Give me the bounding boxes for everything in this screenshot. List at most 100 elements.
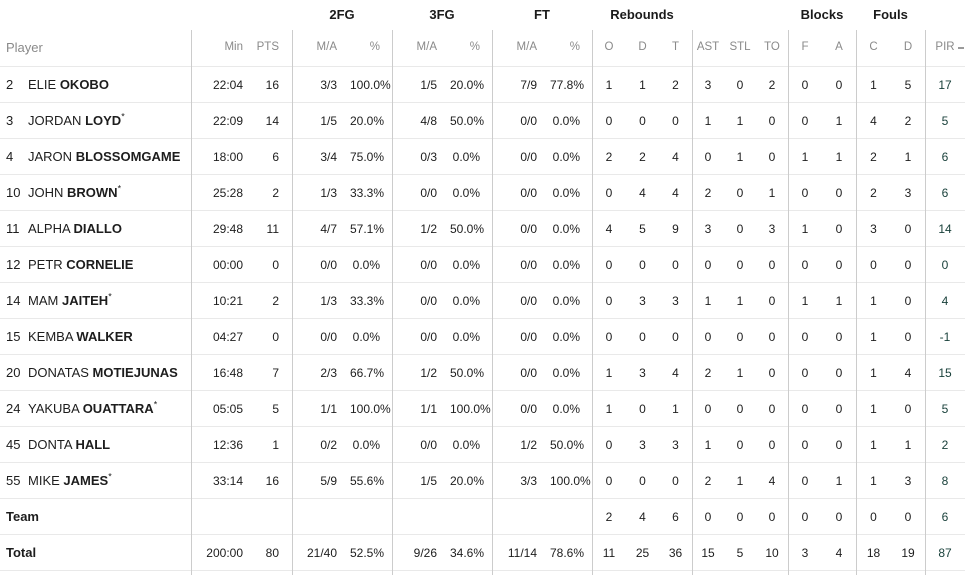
player-first-name: ELIE bbox=[28, 77, 57, 92]
player-last-name: OKOBO bbox=[59, 77, 109, 92]
3fg-made-attempted-cell: 0/0 bbox=[420, 185, 437, 200]
pir-cell: 2 bbox=[941, 437, 949, 452]
header-group-row: 2FG 3FG FT Rebounds Blocks Fouls bbox=[0, 0, 965, 28]
ft-percent-cell: 0.0% bbox=[552, 365, 580, 380]
column-header-fouls-drawn: D bbox=[903, 41, 913, 53]
off-rebounds-cell: 1 bbox=[605, 365, 613, 380]
fouls-drawn-cell: 3 bbox=[904, 185, 912, 200]
turnovers-cell: 0 bbox=[768, 437, 776, 452]
ft-percent-cell: 0.0% bbox=[552, 293, 580, 308]
column-header-ast: AST bbox=[696, 41, 720, 53]
points-cell: 0 bbox=[272, 257, 279, 272]
column-separator bbox=[292, 30, 293, 575]
blocks-favor-cell: 1 bbox=[801, 293, 809, 308]
total-rebounds-cell: 4 bbox=[672, 149, 679, 164]
3fg-made-attempted-cell: 4/8 bbox=[420, 113, 437, 128]
column-header-pir: PIR bbox=[935, 41, 955, 53]
2fg-made-attempted-cell: 1/3 bbox=[320, 293, 337, 308]
fouls-committed-cell: 2 bbox=[870, 185, 877, 200]
3fg-made-attempted-cell: 1/5 bbox=[420, 473, 437, 488]
turnovers-cell: 0 bbox=[768, 509, 776, 524]
player-last-name: Total bbox=[6, 545, 37, 560]
fouls-committed-cell: 4 bbox=[870, 113, 877, 128]
steals-cell: 0 bbox=[736, 401, 744, 416]
starter-asterisk: * bbox=[153, 399, 158, 410]
blocks-against-cell: 0 bbox=[835, 221, 843, 236]
total-rebounds-cell: 2 bbox=[672, 77, 679, 92]
3fg-made-attempted-cell: 0/3 bbox=[420, 149, 437, 164]
fouls-drawn-cell: 0 bbox=[904, 509, 912, 524]
player-cell: 15 KEMBA WALKER bbox=[0, 329, 191, 344]
assists-cell: 0 bbox=[704, 509, 712, 524]
ft-made-attempted-cell: 3/3 bbox=[520, 473, 537, 488]
player-first-name: YAKUBA bbox=[28, 401, 80, 416]
off-rebounds-cell: 1 bbox=[605, 77, 613, 92]
pir-cell: 17 bbox=[938, 77, 952, 92]
def-rebounds-cell: 0 bbox=[639, 401, 646, 416]
player-last-name: BLOSSOMGAME bbox=[75, 149, 181, 164]
off-rebounds-cell: 0 bbox=[605, 257, 613, 272]
2fg-made-attempted-cell: 0/0 bbox=[320, 257, 337, 272]
3fg-made-attempted-cell: 0/0 bbox=[420, 329, 437, 344]
2fg-made-attempted-cell: 1/3 bbox=[320, 185, 337, 200]
3fg-percent-cell: 50.0% bbox=[450, 365, 485, 380]
2fg-made-attempted-cell: 21/40 bbox=[306, 545, 337, 560]
steals-cell: 1 bbox=[736, 113, 744, 128]
ft-made-attempted-cell: 1/2 bbox=[520, 437, 537, 452]
ft-percent-cell: 0.0% bbox=[552, 149, 580, 164]
column-separator bbox=[856, 30, 857, 575]
blocks-favor-cell: 0 bbox=[801, 329, 809, 344]
total-rebounds-cell: 0 bbox=[672, 329, 679, 344]
ft-made-attempted-cell: 0/0 bbox=[520, 293, 537, 308]
def-rebounds-cell: 25 bbox=[635, 545, 650, 560]
total-rebounds-cell: 9 bbox=[672, 221, 679, 236]
total-rebounds-cell: 3 bbox=[672, 293, 679, 308]
player-last-name: MOTIEJUNAS bbox=[92, 365, 178, 380]
player-first-name: MAM bbox=[28, 293, 59, 308]
fouls-committed-cell: 1 bbox=[870, 293, 877, 308]
fouls-drawn-cell: 1 bbox=[904, 437, 912, 452]
player-number: 12 bbox=[6, 257, 21, 272]
pir-cell: 6 bbox=[941, 149, 949, 164]
steals-cell: 1 bbox=[736, 365, 744, 380]
column-separator bbox=[692, 30, 693, 575]
blocks-favor-cell: 0 bbox=[801, 113, 809, 128]
player-cell: Team bbox=[0, 509, 191, 524]
player-number: 11 bbox=[6, 221, 20, 236]
column-header-3fg-ma: M/A bbox=[416, 41, 437, 53]
blocks-against-cell: 0 bbox=[835, 185, 843, 200]
column-header-min: Min bbox=[224, 41, 243, 53]
points-cell: 2 bbox=[272, 293, 279, 308]
blocks-against-cell: 0 bbox=[835, 437, 843, 452]
fouls-committed-cell: 2 bbox=[870, 149, 877, 164]
steals-cell: 0 bbox=[736, 257, 744, 272]
player-name: JORDAN LOYD* bbox=[28, 112, 125, 128]
assists-cell: 1 bbox=[704, 437, 712, 452]
total-rebounds-cell: 4 bbox=[672, 365, 679, 380]
blocks-favor-cell: 0 bbox=[801, 509, 809, 524]
blocks-favor-cell: 0 bbox=[801, 257, 809, 272]
def-rebounds-cell: 4 bbox=[639, 185, 646, 200]
player-cell: 12 PETR CORNELIE bbox=[0, 257, 191, 272]
column-separator bbox=[788, 30, 789, 575]
ft-made-attempted-cell: 0/0 bbox=[520, 185, 537, 200]
player-name: DONTA HALL bbox=[28, 437, 110, 452]
2fg-percent-cell: 66.7% bbox=[350, 365, 385, 380]
points-cell: 16 bbox=[265, 473, 279, 488]
player-number: 14 bbox=[6, 293, 21, 308]
minutes-cell: 12:36 bbox=[212, 437, 243, 452]
steals-cell: 0 bbox=[736, 221, 744, 236]
table-row: 20 DONATAS MOTIEJUNAS 16:48 7 2/3 66.7% 1… bbox=[0, 355, 965, 391]
ft-percent-cell: 77.8% bbox=[550, 77, 585, 92]
blocks-against-cell: 1 bbox=[835, 149, 843, 164]
3fg-made-attempted-cell: 9/26 bbox=[413, 545, 437, 560]
blocks-against-cell: 0 bbox=[835, 329, 843, 344]
3fg-made-attempted-cell: 1/2 bbox=[420, 365, 437, 380]
player-first-name: PETR bbox=[28, 257, 63, 272]
fouls-drawn-cell: 5 bbox=[904, 77, 912, 92]
total-rebounds-cell: 6 bbox=[672, 509, 679, 524]
total-rebounds-cell: 0 bbox=[672, 257, 679, 272]
blocks-against-cell: 4 bbox=[835, 545, 843, 560]
blocks-favor-cell: 3 bbox=[801, 545, 809, 560]
player-cell: 45 DONTA HALL bbox=[0, 437, 191, 452]
